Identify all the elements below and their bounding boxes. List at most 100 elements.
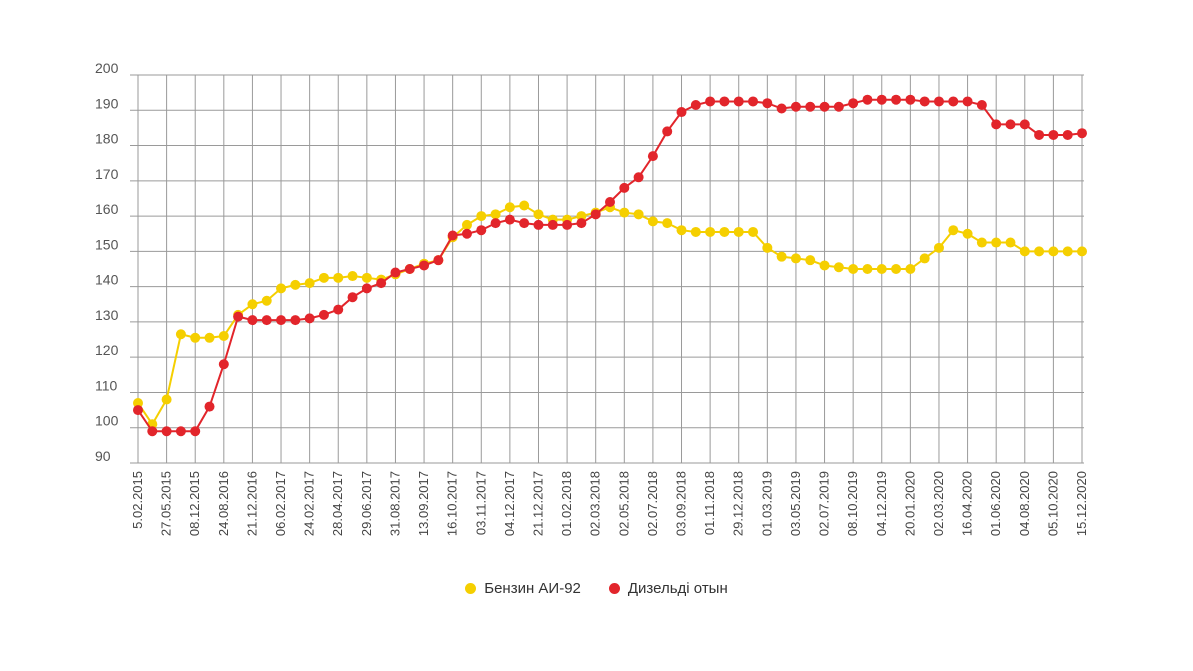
data-point[interactable] [976,99,987,110]
data-point[interactable] [504,214,515,225]
data-point[interactable] [333,272,344,283]
data-point[interactable] [476,225,487,236]
data-point[interactable] [190,332,201,343]
data-point[interactable] [790,253,801,264]
data-point[interactable] [676,107,687,118]
data-point[interactable] [161,426,172,437]
data-point[interactable] [733,96,744,107]
data-point[interactable] [690,99,701,110]
data-point[interactable] [290,315,301,326]
data-point[interactable] [347,271,358,282]
data-point[interactable] [676,225,687,236]
data-point[interactable] [404,264,415,274]
data-point[interactable] [204,401,215,412]
data-point[interactable] [819,260,830,271]
data-point[interactable] [719,96,730,107]
data-point[interactable] [347,292,358,303]
data-point[interactable] [919,96,930,107]
data-point[interactable] [519,200,530,211]
data-point[interactable] [504,202,515,213]
data-point[interactable] [705,226,716,237]
data-point[interactable] [204,332,215,343]
data-point[interactable] [1034,246,1045,257]
data-point[interactable] [948,225,959,236]
data-point[interactable] [490,218,501,229]
data-point[interactable] [519,218,530,229]
data-point[interactable] [562,219,573,230]
data-point[interactable] [590,209,601,220]
data-point[interactable] [848,98,859,109]
data-point[interactable] [1062,129,1073,140]
data-point[interactable] [790,101,801,112]
data-point[interactable] [276,315,287,326]
data-point[interactable] [361,283,372,294]
data-point[interactable] [862,264,873,274]
data-point[interactable] [190,426,201,437]
data-point[interactable] [905,264,916,274]
data-point[interactable] [1019,246,1030,257]
data-point[interactable] [805,101,816,112]
data-point[interactable] [733,226,744,237]
data-point[interactable] [891,94,902,105]
data-point[interactable] [175,329,186,340]
data-point[interactable] [1048,129,1059,140]
data-point[interactable] [605,196,615,207]
data-point[interactable] [776,103,787,114]
data-point[interactable] [447,230,458,241]
data-point[interactable] [633,172,644,183]
data-point[interactable] [962,96,973,107]
data-point[interactable] [991,237,1002,248]
data-point[interactable] [976,237,987,248]
data-point[interactable] [891,264,902,274]
data-point[interactable] [390,267,401,278]
data-point[interactable] [419,260,430,271]
data-point[interactable] [361,272,372,283]
data-point[interactable] [862,94,873,105]
data-point[interactable] [1077,246,1087,257]
data-point[interactable] [333,304,344,315]
data-point[interactable] [533,209,544,220]
legend-item-petrol[interactable]: Бензин АИ-92 [465,580,581,597]
data-point[interactable] [647,216,658,227]
data-point[interactable] [1062,246,1073,257]
data-point[interactable] [1077,128,1087,139]
data-point[interactable] [290,279,301,290]
data-point[interactable] [1005,237,1016,248]
data-point[interactable] [1005,119,1016,130]
data-point[interactable] [576,211,587,222]
data-point[interactable] [933,96,944,107]
data-point[interactable] [819,101,830,112]
data-point[interactable] [662,126,673,137]
data-point[interactable] [318,309,329,320]
data-point[interactable] [490,209,501,220]
data-point[interactable] [991,119,1002,130]
data-point[interactable] [1019,119,1030,130]
data-point[interactable] [833,101,844,112]
data-point[interactable] [476,211,487,222]
data-point[interactable] [1034,129,1045,140]
data-point[interactable] [619,182,630,193]
data-point[interactable] [218,331,229,342]
data-point[interactable] [876,94,887,105]
data-point[interactable] [133,398,143,409]
data-point[interactable] [962,228,973,239]
data-point[interactable] [919,253,930,264]
data-point[interactable] [848,264,859,274]
data-point[interactable] [776,251,787,262]
data-point[interactable] [318,272,329,283]
data-point[interactable] [533,219,544,230]
data-point[interactable] [175,426,186,437]
data-point[interactable] [748,96,759,107]
data-point[interactable] [619,207,630,218]
data-point[interactable] [905,94,916,105]
data-point[interactable] [690,226,701,237]
data-point[interactable] [547,219,558,230]
data-point[interactable] [705,96,716,107]
data-point[interactable] [633,209,644,220]
data-point[interactable] [876,264,887,274]
data-point[interactable] [805,255,816,266]
legend-item-diesel[interactable]: Дизельді отын [608,580,728,597]
data-point[interactable] [147,426,158,437]
data-point[interactable] [261,315,272,326]
data-point[interactable] [647,151,658,162]
